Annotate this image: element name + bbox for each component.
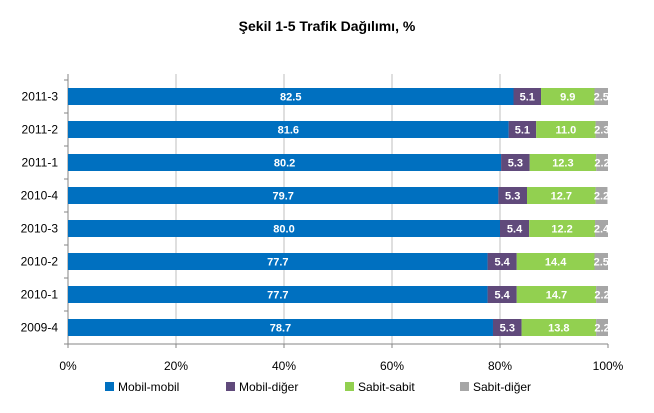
bar-segment xyxy=(68,220,500,237)
data-label: 13.8 xyxy=(548,323,569,335)
data-label: 2.2 xyxy=(594,158,609,170)
bar-segment xyxy=(541,88,595,105)
x-tick-label: 40% xyxy=(272,359,296,373)
bar-segment xyxy=(521,319,597,336)
data-label: 82.5 xyxy=(280,92,301,104)
bar-segment xyxy=(594,88,608,105)
legend-swatch xyxy=(226,382,235,391)
bar-segment xyxy=(594,253,608,270)
y-tick-label: 2010-4 xyxy=(21,189,59,203)
data-label: 5.3 xyxy=(500,323,515,335)
bar-segment xyxy=(529,220,596,237)
bar-segment xyxy=(498,187,527,204)
data-label: 14.7 xyxy=(546,290,567,302)
data-label: 2.5 xyxy=(594,92,609,104)
legend-swatch xyxy=(105,382,114,391)
bar-segment xyxy=(68,187,499,204)
bar-segment xyxy=(595,220,608,237)
y-tick-label: 2011-3 xyxy=(22,90,59,104)
legend-swatch xyxy=(460,382,469,391)
x-tick-label: 100% xyxy=(593,359,624,373)
data-label: 80.2 xyxy=(274,158,295,170)
bar-segment xyxy=(595,121,608,138)
data-label: 2.2 xyxy=(594,191,609,203)
bar-segment xyxy=(492,319,522,336)
bar-segment xyxy=(68,88,514,105)
y-tick-label: 2011-1 xyxy=(22,156,59,170)
data-label: 2.2 xyxy=(594,290,609,302)
data-label: 5.4 xyxy=(507,224,523,236)
bar-segment xyxy=(536,121,596,138)
data-label: 12.3 xyxy=(552,158,573,170)
data-label: 9.9 xyxy=(560,92,575,104)
bar-segment xyxy=(596,319,608,336)
bar-segment xyxy=(596,154,608,171)
data-label: 14.4 xyxy=(545,257,567,269)
data-label: 5.4 xyxy=(495,257,511,269)
data-label: 78.7 xyxy=(270,323,291,335)
bar-segment xyxy=(487,253,517,270)
legend-swatch xyxy=(345,382,354,391)
data-label: 2.3 xyxy=(594,125,609,137)
bar-segment xyxy=(68,121,509,138)
y-tick-label: 2010-3 xyxy=(21,222,59,236)
data-label: 5.4 xyxy=(495,290,511,302)
bar-segment xyxy=(68,154,502,171)
y-tick-label: 2011-2 xyxy=(22,123,59,137)
y-tick-label: 2010-2 xyxy=(21,255,59,269)
data-label: 5.1 xyxy=(520,92,535,104)
data-label: 5.1 xyxy=(515,125,530,137)
y-tick-label: 2010-1 xyxy=(21,288,59,302)
data-label: 5.3 xyxy=(505,191,520,203)
legend-label: Mobil-diğer xyxy=(239,380,298,394)
data-label: 77.7 xyxy=(267,290,288,302)
bar-segment xyxy=(595,187,608,204)
bar-segment xyxy=(513,88,542,105)
bar-segment xyxy=(68,253,488,270)
x-tick-label: 0% xyxy=(59,359,77,373)
legend-label: Sabit-diğer xyxy=(473,380,531,394)
x-tick-label: 80% xyxy=(488,359,512,373)
data-label: 12.2 xyxy=(551,224,572,236)
legend-label: Sabit-sabit xyxy=(358,380,415,394)
bar-segment xyxy=(501,154,530,171)
bar-segment xyxy=(596,286,608,303)
data-label: 2.4 xyxy=(594,224,610,236)
bar-segment xyxy=(68,319,493,336)
data-label: 79.7 xyxy=(272,191,293,203)
bar-segment xyxy=(516,286,597,303)
data-label: 5.3 xyxy=(508,158,523,170)
y-tick-label: 2009-4 xyxy=(21,321,59,335)
data-label: 77.7 xyxy=(267,257,288,269)
bar-segment xyxy=(529,154,597,171)
bar-segment xyxy=(68,286,488,303)
bar-segment xyxy=(500,220,530,237)
x-tick-label: 20% xyxy=(164,359,188,373)
data-label: 2.5 xyxy=(594,257,609,269)
data-label: 11.0 xyxy=(555,125,576,137)
bar-segment xyxy=(527,187,596,204)
legend-label: Mobil-mobil xyxy=(118,380,179,394)
data-label: 81.6 xyxy=(278,125,299,137)
chart-title: Şekil 1-5 Trafik Dağılımı, % xyxy=(238,18,416,34)
x-tick-label: 60% xyxy=(380,359,404,373)
data-label: 80.0 xyxy=(273,224,294,236)
bar-segment xyxy=(516,253,595,270)
data-label: 2.2 xyxy=(594,323,609,335)
bar-segment xyxy=(508,121,537,138)
bar-segment xyxy=(487,286,517,303)
data-label: 12.7 xyxy=(551,191,572,203)
